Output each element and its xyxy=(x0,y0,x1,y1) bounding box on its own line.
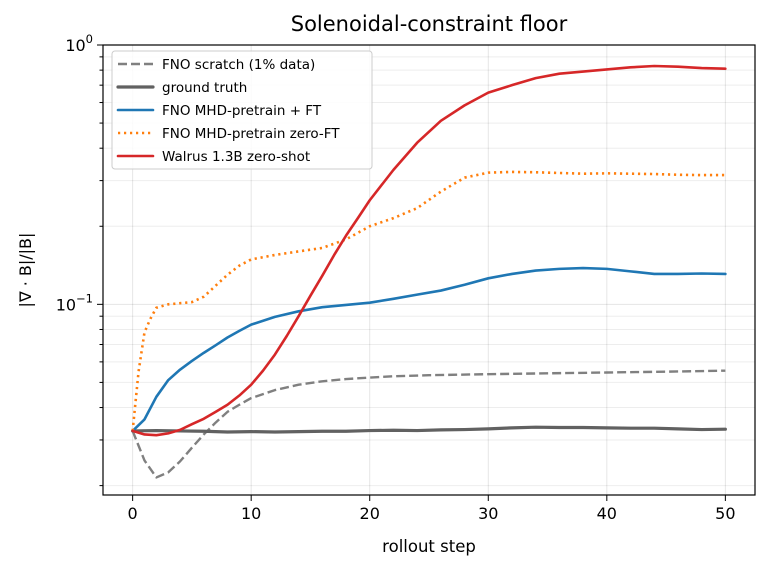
legend-label-1: FNO scratch (1% data) xyxy=(162,57,315,73)
legend-label-2: ground truth xyxy=(162,80,247,96)
y-tick-label: 100 xyxy=(65,32,93,55)
legend: FNO scratch (1% data) ground truth FNO MHD… xyxy=(111,50,373,170)
legend-label-3: FNO MHD-pretrain + FT xyxy=(162,103,322,119)
series-line-1 xyxy=(131,369,726,479)
series-lines xyxy=(131,64,727,479)
x-axis-label: rollout step xyxy=(382,537,476,556)
axis-ticks: 0 10 20 30 40 50 10−1 100 xyxy=(56,32,736,523)
x-tick-label: 20 xyxy=(360,504,380,523)
series-line-3 xyxy=(131,266,727,433)
x-tick-label: 10 xyxy=(241,504,261,523)
series-line-5 xyxy=(131,64,727,437)
x-tick-label: 30 xyxy=(478,504,498,523)
x-tick-label: 0 xyxy=(128,504,138,523)
legend-label-4: FNO MHD-pretrain zero-FT xyxy=(162,126,340,142)
y-tick-label: 10−1 xyxy=(56,291,93,314)
plot-frame xyxy=(102,44,756,496)
legend-label-5: Walrus 1.3B zero-shot xyxy=(162,149,310,165)
y-axis-label: |∇ · B|/|B| xyxy=(16,233,35,308)
chart-title: Solenoidal-constraint floor xyxy=(291,12,568,36)
legend-box xyxy=(111,50,373,170)
series-line-2 xyxy=(131,425,727,434)
x-tick-label: 50 xyxy=(715,504,735,523)
x-tick-label: 40 xyxy=(597,504,617,523)
